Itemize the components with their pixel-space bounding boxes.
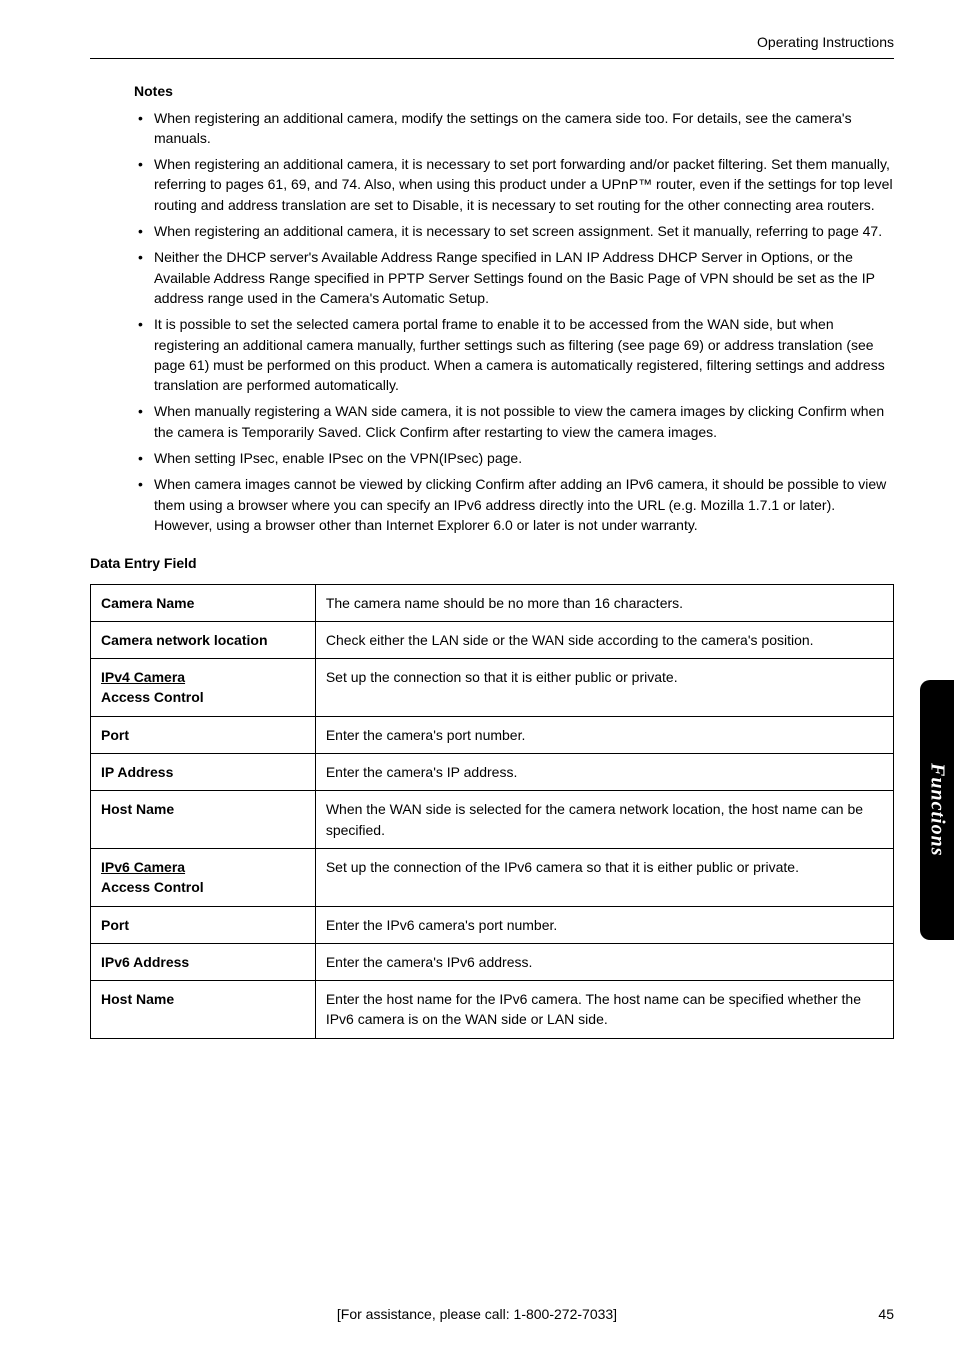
table-row: Port Enter the IPv6 camera's port number… <box>91 906 894 943</box>
field-value: Enter the host name for the IPv6 camera.… <box>315 981 893 1039</box>
field-label: Port <box>91 716 316 753</box>
notes-heading: Notes <box>134 81 894 101</box>
field-label: IP Address <box>91 754 316 791</box>
field-value: When the WAN side is selected for the ca… <box>315 791 893 849</box>
field-label: IPv6 Address <box>91 943 316 980</box>
field-value: The camera name should be no more than 1… <box>315 584 893 621</box>
field-label: Host Name <box>91 981 316 1039</box>
field-value: Enter the camera's port number. <box>315 716 893 753</box>
field-value: Enter the camera's IP address. <box>315 754 893 791</box>
table-row: IPv6 Camera Access Control Set up the co… <box>91 848 894 906</box>
note-item: When camera images cannot be viewed by c… <box>134 474 894 535</box>
field-label: Host Name <box>91 791 316 849</box>
field-label-rest: Access Control <box>101 689 204 705</box>
header-bar: Operating Instructions <box>90 32 894 59</box>
side-tab: Functions <box>920 680 954 940</box>
field-value: Set up the connection so that it is eith… <box>315 659 893 717</box>
field-label-underline: IPv4 Camera <box>101 669 185 685</box>
page-number: 45 <box>878 1304 894 1324</box>
field-value: Enter the camera's IPv6 address. <box>315 943 893 980</box>
table-row: IPv6 Address Enter the camera's IPv6 add… <box>91 943 894 980</box>
field-label-underline: IPv6 Camera <box>101 859 185 875</box>
note-item: When registering an additional camera, i… <box>134 221 894 241</box>
field-label: IPv4 Camera Access Control <box>91 659 316 717</box>
running-title: Operating Instructions <box>757 34 894 50</box>
data-entry-table: Camera Name The camera name should be no… <box>90 584 894 1039</box>
table-row: Host Name When the WAN side is selected … <box>91 791 894 849</box>
assistance-text: [For assistance, please call: 1-800-272-… <box>337 1306 617 1322</box>
note-item: When registering an additional camera, i… <box>134 154 894 215</box>
table-row: IPv4 Camera Access Control Set up the co… <box>91 659 894 717</box>
table-row: IP Address Enter the camera's IP address… <box>91 754 894 791</box>
field-label: Camera network location <box>91 621 316 658</box>
field-label: Camera Name <box>91 584 316 621</box>
field-value: Enter the IPv6 camera's port number. <box>315 906 893 943</box>
field-label: Port <box>91 906 316 943</box>
field-label-rest: Access Control <box>101 879 204 895</box>
data-entry-heading: Data Entry Field <box>90 553 894 573</box>
table-row: Camera network location Check either the… <box>91 621 894 658</box>
notes-list: When registering an additional camera, m… <box>134 108 894 536</box>
note-item: When setting IPsec, enable IPsec on the … <box>134 448 894 468</box>
field-value: Check either the LAN side or the WAN sid… <box>315 621 893 658</box>
note-item: When manually registering a WAN side cam… <box>134 401 894 442</box>
note-item: When registering an additional camera, m… <box>134 108 894 149</box>
field-label: IPv6 Camera Access Control <box>91 848 316 906</box>
field-value: Set up the connection of the IPv6 camera… <box>315 848 893 906</box>
note-item: It is possible to set the selected camer… <box>134 314 894 395</box>
page-container: Operating Instructions Notes When regist… <box>0 0 954 1348</box>
note-item: Neither the DHCP server's Available Addr… <box>134 247 894 308</box>
table-row: Host Name Enter the host name for the IP… <box>91 981 894 1039</box>
table-row: Port Enter the camera's port number. <box>91 716 894 753</box>
table-row: Camera Name The camera name should be no… <box>91 584 894 621</box>
side-tab-label: Functions <box>923 763 952 856</box>
footer: [For assistance, please call: 1-800-272-… <box>0 1304 954 1324</box>
